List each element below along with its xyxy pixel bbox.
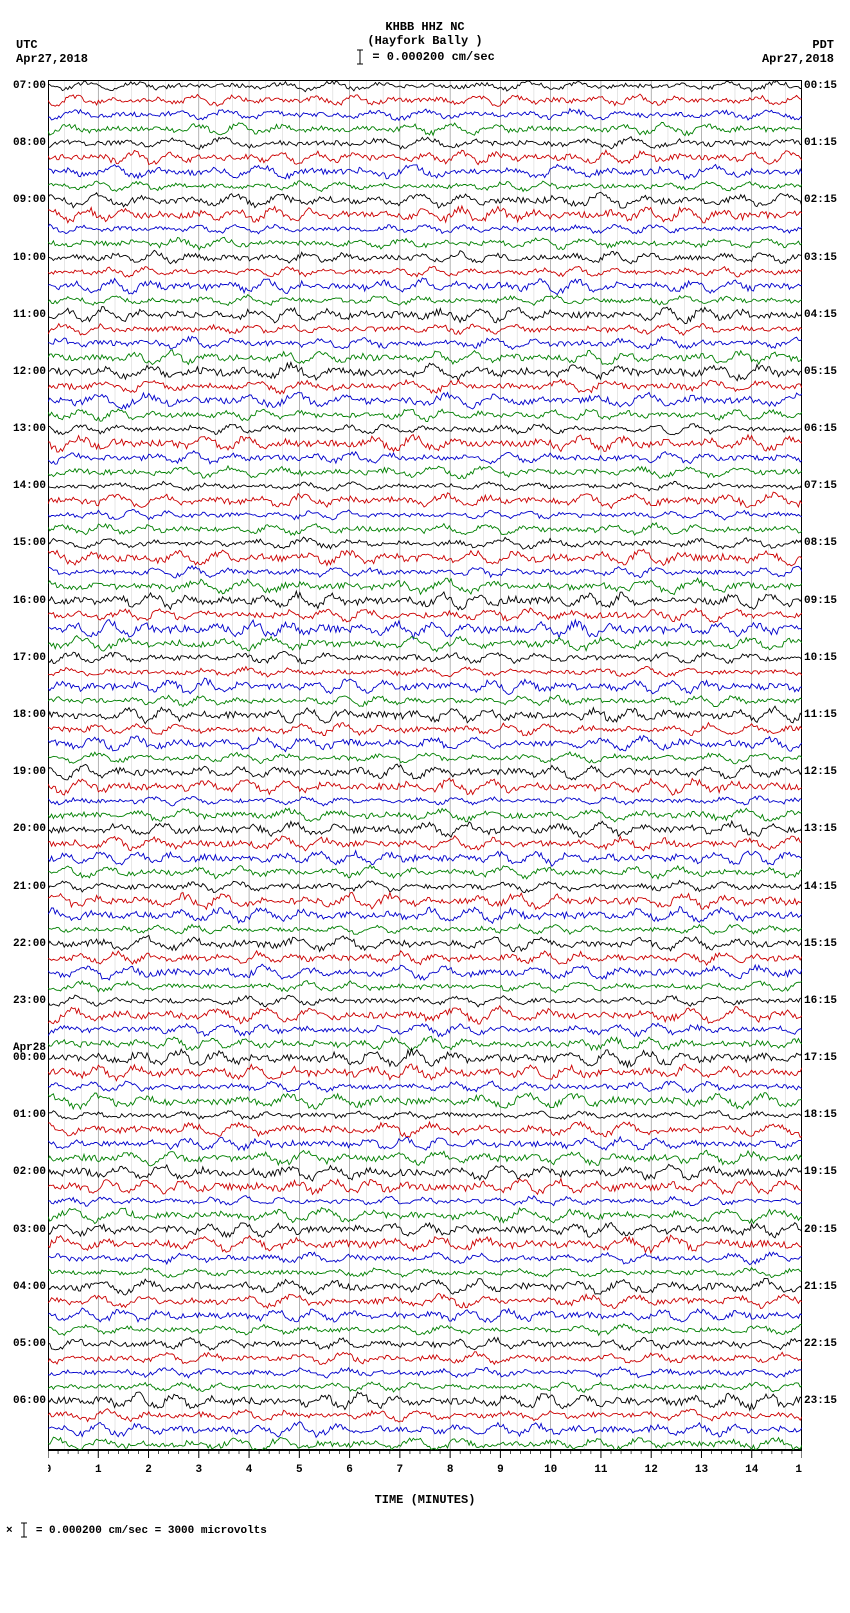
- time-label: 10:00: [4, 253, 46, 264]
- time-label: 05:00: [4, 1339, 46, 1350]
- time-label: 22:00: [4, 939, 46, 950]
- time-label: 20:00: [4, 824, 46, 835]
- header-center: KHBB HHZ NC (Hayfork Bally ) = 0.000200 …: [0, 20, 850, 66]
- time-label: 19:15: [804, 1167, 846, 1178]
- time-label: 08:15: [804, 538, 846, 549]
- time-label: 04:00: [4, 1282, 46, 1293]
- time-label: 11:15: [804, 710, 846, 721]
- svg-text:13: 13: [695, 1464, 709, 1476]
- footer-prefix: ×: [6, 1525, 13, 1537]
- svg-text:3: 3: [195, 1464, 202, 1476]
- time-label: 15:15: [804, 939, 846, 950]
- time-label: 17:00: [4, 653, 46, 664]
- time-label: 23:15: [804, 1396, 846, 1407]
- svg-text:7: 7: [397, 1464, 404, 1476]
- time-label: 09:00: [4, 195, 46, 206]
- time-label: 18:15: [804, 1110, 846, 1121]
- right-tz-label: PDT: [762, 38, 834, 52]
- time-label: 18:00: [4, 710, 46, 721]
- time-label: 11:00: [4, 310, 46, 321]
- svg-text:1: 1: [95, 1464, 102, 1476]
- time-label: 19:00: [4, 767, 46, 778]
- time-label: 23:00: [4, 996, 46, 1007]
- plot-area: 07:0008:0009:0010:0011:0012:0013:0014:00…: [48, 80, 802, 1507]
- time-label: 17:15: [804, 1053, 846, 1064]
- svg-text:8: 8: [447, 1464, 454, 1476]
- svg-text:15: 15: [795, 1464, 802, 1476]
- utc-time-labels: 07:00 08:00 09:00 10:00 11:00 12:00 13:00 14:00…: [4, 80, 46, 1450]
- svg-text:12: 12: [645, 1464, 658, 1476]
- time-label: 05:15: [804, 367, 846, 378]
- time-label: 16:15: [804, 996, 846, 1007]
- time-label: 02:00: [4, 1167, 46, 1178]
- scale-indicator: = 0.000200 cm/sec: [0, 48, 850, 66]
- svg-text:5: 5: [296, 1464, 303, 1476]
- time-label: 21:00: [4, 882, 46, 893]
- time-label: 00:00: [4, 1053, 46, 1064]
- time-label: 02:15: [804, 195, 846, 206]
- time-label: 09:15: [804, 596, 846, 607]
- x-axis-label: TIME (MINUTES): [48, 1493, 802, 1507]
- time-label: 03:15: [804, 253, 846, 264]
- svg-text:6: 6: [346, 1464, 353, 1476]
- scale-text: = 0.000200 cm/sec: [372, 50, 494, 64]
- left-date-label: Apr27,2018: [16, 52, 88, 66]
- time-label: 07:15: [804, 481, 846, 492]
- time-label: 13:15: [804, 824, 846, 835]
- scale-bar-icon: [19, 1521, 29, 1539]
- right-date-label: Apr27,2018: [762, 52, 834, 66]
- time-label: 06:00: [4, 1396, 46, 1407]
- time-label: 10:15: [804, 653, 846, 664]
- time-label: 08:00: [4, 138, 46, 149]
- time-label: 06:15: [804, 424, 846, 435]
- footer: × = 0.000200 cm/sec = 3000 microvolts: [0, 1507, 850, 1545]
- header: UTC Apr27,2018 KHBB HHZ NC (Hayfork Ball…: [0, 20, 850, 80]
- time-label: 15:00: [4, 538, 46, 549]
- scale-bar-icon: [355, 48, 365, 66]
- time-label: 07:00: [4, 81, 46, 92]
- seismogram-page: UTC Apr27,2018 KHBB HHZ NC (Hayfork Ball…: [0, 0, 850, 1545]
- svg-text:2: 2: [145, 1464, 152, 1476]
- time-label: 12:00: [4, 367, 46, 378]
- time-label: 01:15: [804, 138, 846, 149]
- svg-text:0: 0: [48, 1464, 51, 1476]
- svg-text:9: 9: [497, 1464, 504, 1476]
- time-label: 01:00: [4, 1110, 46, 1121]
- pdt-time-labels: 00:15 01:15 02:15 03:15 04:15 05:15 06:15 07:15…: [804, 80, 846, 1450]
- left-tz-label: UTC: [16, 38, 88, 52]
- time-label: 16:00: [4, 596, 46, 607]
- station-label: KHBB HHZ NC: [0, 20, 850, 34]
- time-label: 03:00: [4, 1225, 46, 1236]
- time-label: 12:15: [804, 767, 846, 778]
- time-label: 21:15: [804, 1282, 846, 1293]
- time-label: 00:15: [804, 81, 846, 92]
- svg-text:14: 14: [745, 1464, 759, 1476]
- seismogram-plot: [48, 80, 802, 1450]
- svg-text:10: 10: [544, 1464, 557, 1476]
- time-label: 22:15: [804, 1339, 846, 1350]
- time-label: 14:15: [804, 882, 846, 893]
- time-label: 04:15: [804, 310, 846, 321]
- header-left: UTC Apr27,2018: [16, 38, 88, 67]
- footer-scale-text: = 0.000200 cm/sec = 3000 microvolts: [36, 1525, 267, 1537]
- location-label: (Hayfork Bally ): [0, 34, 850, 48]
- time-label: 20:15: [804, 1225, 846, 1236]
- time-label: 14:00: [4, 481, 46, 492]
- svg-text:11: 11: [594, 1464, 608, 1476]
- time-label: 13:00: [4, 424, 46, 435]
- header-right: PDT Apr27,2018: [762, 38, 834, 67]
- svg-text:4: 4: [246, 1464, 253, 1476]
- x-axis: 0123456789101112131415: [48, 1450, 802, 1484]
